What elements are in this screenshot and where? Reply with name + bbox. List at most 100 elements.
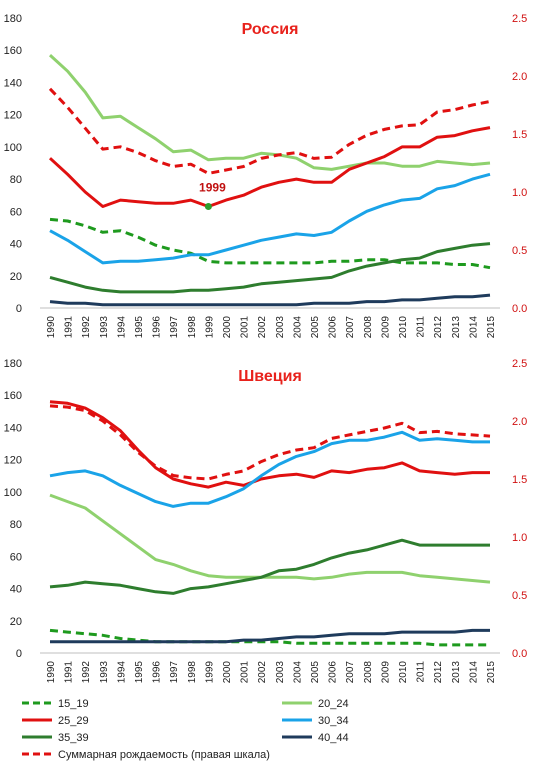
x-tick-label: 2001 (240, 316, 251, 339)
x-tick-label: 1991 (64, 316, 75, 339)
x-tick-label: 1994 (116, 316, 127, 339)
x-tick-label: 2011 (416, 661, 427, 683)
series-line-- (49, 404, 491, 481)
x-tick-label: 2003 (275, 316, 286, 339)
y2-tick-label: 2.5 (512, 358, 527, 370)
y2-tick-label: 0.5 (512, 590, 527, 602)
legend-label: Суммарная рождаемость (правая шкала) (58, 749, 270, 761)
y-tick-label: 40 (10, 239, 22, 251)
x-tick-label: 2012 (433, 316, 444, 339)
x-tick-label: 2002 (257, 316, 268, 339)
x-tick-label: 2001 (240, 661, 251, 684)
y-tick-label: 180 (4, 358, 22, 370)
x-tick-label: 2007 (345, 661, 356, 684)
y-tick-label: 160 (4, 45, 22, 57)
series-line-25_29 (49, 400, 490, 489)
series-line-30_34 (49, 172, 491, 265)
y-tick-label: 20 (10, 616, 22, 628)
legend-label: 20_24 (318, 698, 349, 710)
y2-tick-label: 0.0 (512, 303, 527, 315)
series-line-35_39 (49, 538, 490, 595)
x-tick-label: 1995 (134, 316, 145, 339)
x-tick-label: 2007 (345, 316, 356, 339)
x-tick-label: 2008 (363, 661, 374, 684)
x-tick-label: 2008 (363, 316, 374, 339)
x-tick-label: 2003 (275, 661, 286, 684)
legend-label: 15_19 (58, 698, 89, 710)
legend-label: 25_29 (58, 715, 89, 727)
annotation-marker (204, 203, 212, 210)
annotation-label: 1999 (199, 181, 226, 195)
y2-tick-label: 2.0 (512, 71, 527, 83)
x-tick-label: 2000 (222, 316, 233, 339)
x-tick-label: 2006 (328, 661, 339, 684)
x-tick-label: 1999 (204, 316, 215, 339)
x-tick-label: 1997 (169, 316, 180, 339)
x-tick-label: 2005 (310, 661, 321, 684)
x-tick-label: 1996 (152, 316, 163, 339)
series-line-15_19 (49, 217, 491, 270)
x-tick-label: 1992 (81, 316, 92, 339)
y-tick-label: 140 (4, 77, 22, 89)
x-tick-label: 2011 (416, 316, 427, 338)
x-tick-label: 2010 (398, 316, 409, 339)
x-tick-label: 2004 (292, 316, 303, 339)
panel-title: Швеция (238, 368, 302, 385)
x-tick-label: 2002 (257, 661, 268, 684)
series-line-20_24 (49, 493, 491, 584)
x-tick-label: 2009 (380, 661, 391, 684)
y2-tick-label: 2.0 (512, 416, 527, 428)
x-tick-label: 1994 (116, 661, 127, 684)
y-tick-label: 100 (4, 487, 22, 499)
y-tick-label: 100 (4, 142, 22, 154)
legend: 15_19 20_24 25_29 30_34 35_39 40_44 Суммарная … (22, 698, 349, 761)
y2-tick-label: 0.0 (512, 648, 527, 660)
series-line-40_44 (49, 293, 491, 307)
y-tick-label: 0 (16, 303, 22, 315)
y-tick-label: 40 (10, 584, 22, 596)
x-tick-label: 2009 (380, 316, 391, 339)
x-tick-label: 1995 (134, 661, 145, 684)
y2-tick-label: 1.0 (512, 187, 527, 199)
x-tick-label: 1993 (99, 316, 110, 339)
x-tick-label: 1990 (46, 316, 57, 339)
x-tick-label: 2004 (292, 661, 303, 684)
series-line-20_24 (48, 53, 491, 171)
chart-panel-1: Россия 0 20 40 60 80 100 120 140 160 180 0.0 0.5 1.0 1… (4, 13, 528, 338)
x-tick-label: 2013 (451, 661, 462, 684)
x-tick-label: 2010 (398, 661, 409, 684)
x-tick-label: 1998 (187, 661, 198, 684)
legend-label: 35_39 (58, 732, 89, 744)
chart-panel-2: Швеция 0 20 40 60 80 100 120 140 160 180 0.0 0.5 1.0 1… (4, 358, 528, 683)
y-tick-label: 160 (4, 390, 22, 402)
series-line-40_44 (50, 628, 490, 644)
series-line-15_19 (49, 628, 490, 647)
series-line-- (48, 87, 491, 175)
y2-tick-label: 1.0 (512, 532, 527, 544)
x-tick-label: 2015 (486, 661, 497, 684)
x-tick-label: 2015 (486, 316, 497, 339)
series-line-25_29 (48, 126, 491, 208)
x-tick-label: 1999 (204, 661, 215, 684)
x-tick-label: 1993 (99, 661, 110, 684)
y-tick-label: 80 (10, 519, 22, 531)
x-tick-label: 2014 (468, 661, 479, 684)
panel-title: Россия (242, 21, 299, 38)
x-tick-label: 2014 (468, 316, 479, 339)
x-tick-label: 2013 (451, 316, 462, 339)
series-line-30_34 (49, 430, 490, 508)
y2-tick-label: 1.5 (512, 474, 527, 486)
x-tick-label: 2012 (433, 661, 444, 684)
y-tick-label: 180 (4, 13, 22, 25)
y-tick-label: 120 (4, 110, 22, 122)
x-tick-label: 1996 (152, 661, 163, 684)
x-tick-label: 1991 (64, 661, 75, 684)
y-tick-label: 80 (10, 174, 22, 186)
legend-label: 40_44 (318, 732, 349, 744)
y-tick-label: 60 (10, 551, 22, 563)
y2-tick-label: 1.5 (512, 129, 527, 141)
x-tick-label: 2005 (310, 316, 321, 339)
y-tick-label: 120 (4, 455, 22, 467)
